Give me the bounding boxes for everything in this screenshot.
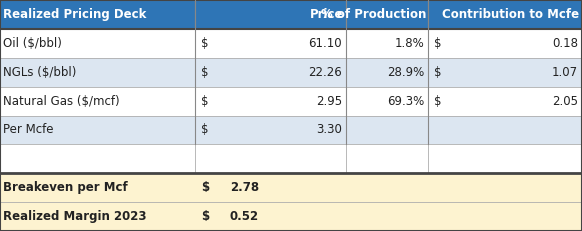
Text: 69.3%: 69.3%: [388, 94, 425, 108]
Text: 2.05: 2.05: [552, 94, 578, 108]
Text: 61.10: 61.10: [308, 37, 342, 50]
Bar: [195, 144, 346, 173]
Bar: [428, 0, 582, 29]
Bar: [0, 116, 195, 144]
Text: NGLs ($/bbl): NGLs ($/bbl): [3, 66, 76, 79]
Text: $: $: [434, 94, 441, 108]
Bar: [195, 0, 346, 29]
Text: 1.8%: 1.8%: [395, 37, 425, 50]
Text: $: $: [201, 66, 208, 79]
Bar: [346, 29, 428, 58]
Text: $: $: [201, 210, 209, 223]
Text: Realized Pricing Deck: Realized Pricing Deck: [3, 8, 146, 21]
Text: $: $: [201, 37, 208, 50]
Bar: [428, 58, 582, 87]
Bar: [195, 116, 346, 144]
Bar: [346, 144, 428, 173]
Text: 2.78: 2.78: [230, 181, 259, 194]
Text: Price: Price: [310, 8, 343, 21]
Text: $: $: [434, 66, 441, 79]
Text: $: $: [201, 94, 208, 108]
Bar: [346, 58, 428, 87]
Text: Realized Margin 2023: Realized Margin 2023: [3, 210, 147, 223]
Bar: [0, 0, 195, 29]
Bar: [0, 173, 582, 202]
Text: 2.95: 2.95: [316, 94, 342, 108]
Text: 3.30: 3.30: [317, 123, 342, 137]
Text: Breakeven per Mcf: Breakeven per Mcf: [3, 181, 127, 194]
Bar: [428, 29, 582, 58]
Bar: [346, 116, 428, 144]
Text: $: $: [201, 123, 208, 137]
Text: 0.52: 0.52: [230, 210, 259, 223]
Bar: [0, 87, 195, 116]
Text: Per Mcfe: Per Mcfe: [3, 123, 54, 137]
Bar: [195, 58, 346, 87]
Bar: [0, 144, 195, 173]
Text: % of Production: % of Production: [321, 8, 426, 21]
Text: 0.18: 0.18: [552, 37, 578, 50]
Bar: [428, 144, 582, 173]
Text: 28.9%: 28.9%: [388, 66, 425, 79]
Text: $: $: [434, 37, 441, 50]
Bar: [346, 87, 428, 116]
Bar: [0, 58, 195, 87]
Bar: [0, 29, 195, 58]
Bar: [195, 87, 346, 116]
Bar: [428, 87, 582, 116]
Bar: [0, 202, 582, 231]
Text: 22.26: 22.26: [308, 66, 342, 79]
Text: Contribution to Mcfe: Contribution to Mcfe: [442, 8, 579, 21]
Bar: [428, 116, 582, 144]
Text: $: $: [201, 181, 209, 194]
Text: Natural Gas ($/mcf): Natural Gas ($/mcf): [3, 94, 119, 108]
Text: 1.07: 1.07: [552, 66, 578, 79]
Text: Oil ($/bbl): Oil ($/bbl): [3, 37, 62, 50]
Bar: [195, 29, 346, 58]
Bar: [346, 0, 428, 29]
